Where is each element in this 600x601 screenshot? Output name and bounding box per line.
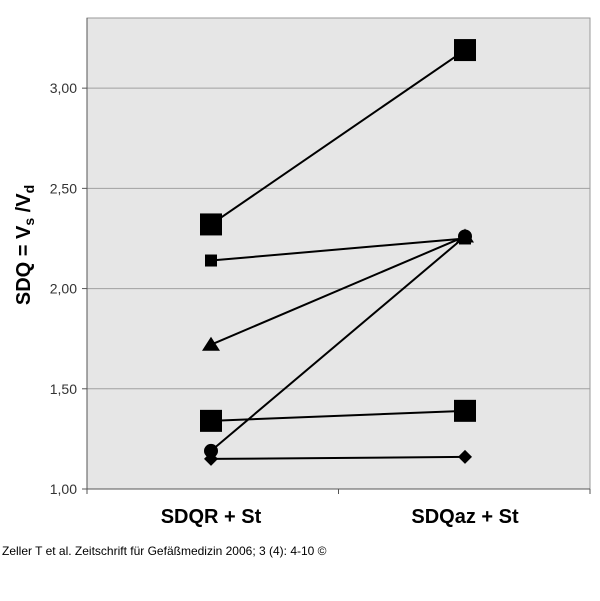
gridlines xyxy=(87,87,590,390)
marker-diamond xyxy=(458,449,472,464)
marker-circle xyxy=(204,443,218,458)
y-tick-label: 3,00 xyxy=(50,80,77,96)
series-line xyxy=(210,49,466,226)
marker-square xyxy=(200,213,222,236)
marker-square xyxy=(454,399,476,422)
chart: 1,00 1,50 2,00 2,50 3,00 SDQR + St SDQaz + S… xyxy=(13,17,591,528)
series-5 xyxy=(204,449,472,466)
y-tick-label: 1,00 xyxy=(50,481,77,497)
source-caption: Zeller T et al. Zeitschrift für Gefäßmed… xyxy=(2,544,327,558)
x-category-label-1: SDQaz + St xyxy=(411,506,519,528)
y-axis-label: SDQ = Vs /Vd xyxy=(13,185,37,305)
y-tick-label: 1,50 xyxy=(50,381,77,397)
marker-circle xyxy=(458,229,472,244)
marker-square xyxy=(454,39,476,62)
y-tick-label: 2,50 xyxy=(50,180,77,196)
series-0 xyxy=(200,39,476,236)
series-line xyxy=(210,235,466,452)
y-tick-labels: 1,00 1,50 2,00 2,50 3,00 xyxy=(50,80,591,497)
series-3 xyxy=(200,399,476,432)
marker-triangle xyxy=(202,336,220,351)
series-line xyxy=(210,235,466,346)
series-line xyxy=(210,409,466,422)
marker-diamond xyxy=(204,451,218,466)
y-tick-label: 2,00 xyxy=(50,281,77,297)
plot-area xyxy=(86,17,591,490)
series-line xyxy=(210,237,466,262)
series-group xyxy=(200,39,476,466)
series-line xyxy=(210,455,466,460)
marker-square xyxy=(200,409,222,432)
x-category-label-0: SDQR + St xyxy=(161,506,262,528)
marker-square xyxy=(205,254,217,267)
series-4 xyxy=(204,229,472,458)
